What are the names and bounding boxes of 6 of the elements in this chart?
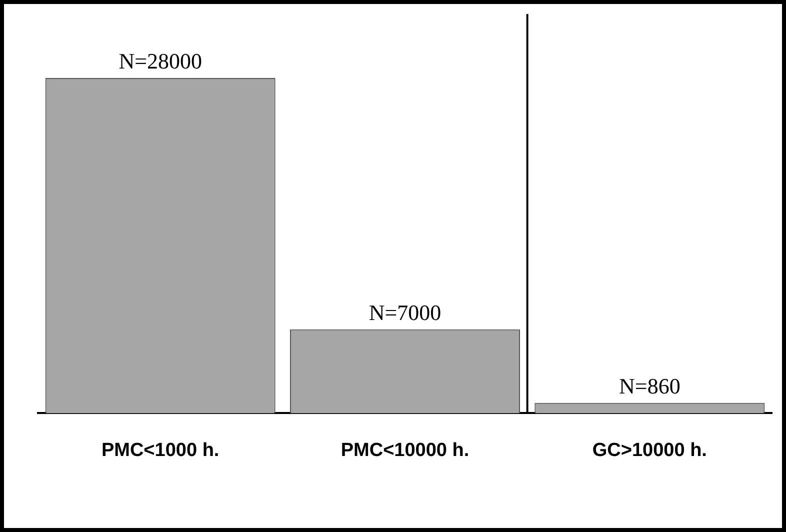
data-label: N=860 (619, 374, 680, 399)
x-tick-label: PMC<10000 h. (340, 440, 470, 461)
data-label: N=28000 (118, 48, 202, 74)
x-tick-label: GC>10000 h. (592, 440, 707, 461)
x-tick-label: PMC<1000 h. (101, 440, 220, 461)
data-label: N=7000 (368, 300, 442, 326)
